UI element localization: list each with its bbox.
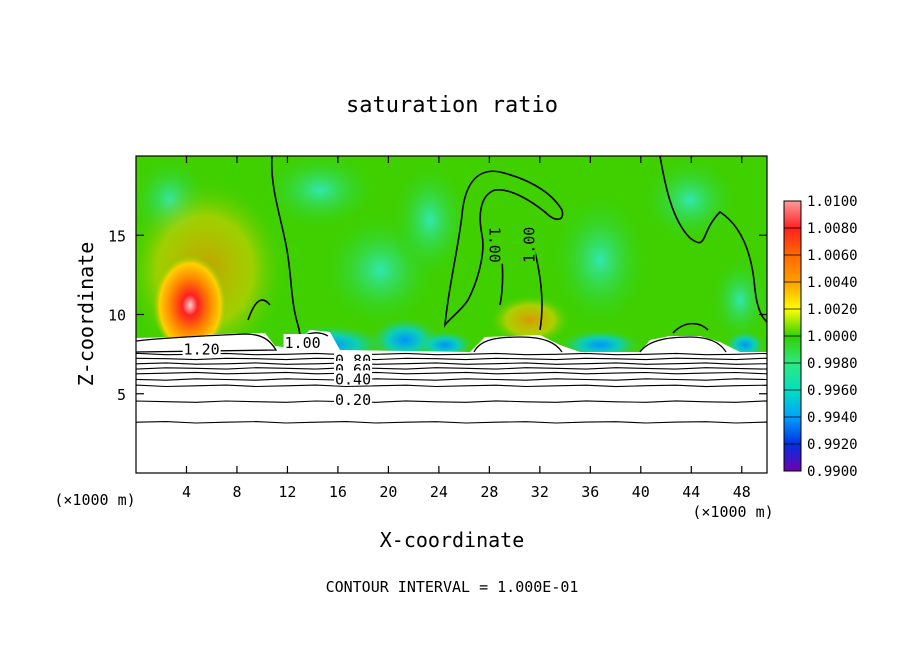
x-tick-label: 4: [182, 483, 191, 501]
contour-label: 0.40: [335, 370, 371, 388]
contour-line: [136, 367, 767, 370]
x-tick-label: 48: [733, 483, 751, 501]
colorbar-label: 1.0100: [807, 194, 858, 210]
contour-label: 1.20: [184, 340, 220, 358]
contour-label-bg: [334, 391, 373, 407]
colorbar-segment: [784, 282, 801, 310]
colorbar-segment: [784, 255, 801, 283]
contour-label-bg: [520, 225, 536, 264]
x-tick-label: 12: [278, 483, 296, 501]
contour-label-bg: [488, 225, 504, 264]
y-tick-label: 5: [117, 386, 126, 404]
x-tick-label: 20: [379, 483, 397, 501]
x-tick-label: 24: [430, 483, 448, 501]
colorbar-label: 0.9940: [807, 410, 858, 426]
contour-line: [136, 400, 767, 403]
y-axis-label: Z-coordinate: [74, 242, 98, 387]
x-axis: 4 8 12 16 20 24 28 32 36 40 44 48: [182, 156, 751, 501]
colorbar-segment: [784, 390, 801, 418]
x-unit-label-right: (×1000 m): [692, 503, 773, 521]
chart-title: saturation ratio: [346, 93, 558, 118]
colorbar-label: 1.0040: [807, 275, 858, 291]
y-axis: 5 10 15: [108, 227, 767, 404]
contour-label: 0.20: [335, 391, 371, 409]
contour-label-bg: [182, 340, 221, 356]
contour-interval-note: CONTOUR INTERVAL = 1.000E-01: [326, 578, 579, 596]
colorbar-label: 1.0060: [807, 248, 858, 264]
heatmap-field: [136, 156, 767, 473]
x-tick-label: 16: [329, 483, 347, 501]
x-axis-label: X-coordinate: [380, 528, 525, 552]
contour-line: [136, 384, 767, 388]
contour-label-bg: [283, 334, 322, 350]
colorbar-label: 0.9960: [807, 383, 858, 399]
colorbar-segment: [784, 417, 801, 445]
colorbar-segment: [784, 363, 801, 391]
colorbar-segment: [784, 309, 801, 337]
colorbar-segment: [784, 201, 801, 229]
contour-line: [136, 362, 767, 365]
contour-line: [136, 421, 767, 424]
x-tick-label: 40: [632, 483, 650, 501]
colorbar-label: 0.9900: [807, 464, 858, 480]
colorbar: 1.0100 1.0080 1.0060 1.0040 1.0020 1.0000 0.99…: [783, 194, 858, 480]
contour-label-bg: [334, 370, 373, 386]
colorbar-label: 1.0000: [807, 329, 858, 345]
contour-line: [136, 371, 767, 375]
contour-line: [136, 352, 767, 356]
y-tick-label: 10: [108, 307, 126, 325]
contour-labels: 1.20 1.000.800.600.400.201.00 1.00: [182, 225, 539, 409]
colorbar-label: 1.0020: [807, 302, 858, 318]
colorbar-segment: [784, 444, 801, 472]
colorbar-segment: [784, 228, 801, 256]
contour-label: 1.00: [485, 227, 503, 263]
x-tick-label: 36: [581, 483, 599, 501]
contour-line: [136, 357, 767, 361]
colorbar-segment: [784, 336, 801, 364]
colorbar-label: 0.9920: [807, 437, 858, 453]
y-tick-label: 15: [108, 227, 126, 245]
x-tick-label: 44: [682, 483, 700, 501]
contour-line: [136, 378, 767, 381]
contour-label: 1.00: [521, 227, 539, 263]
contour-label: 1.00: [285, 334, 321, 352]
colorbar-label: 1.0080: [807, 221, 858, 237]
x-tick-label: 32: [531, 483, 549, 501]
x-unit-label-left: (×1000 m): [54, 491, 135, 509]
x-tick-label: 28: [480, 483, 498, 501]
x-tick-label: 8: [232, 483, 241, 501]
colorbar-label: 0.9980: [807, 356, 858, 372]
